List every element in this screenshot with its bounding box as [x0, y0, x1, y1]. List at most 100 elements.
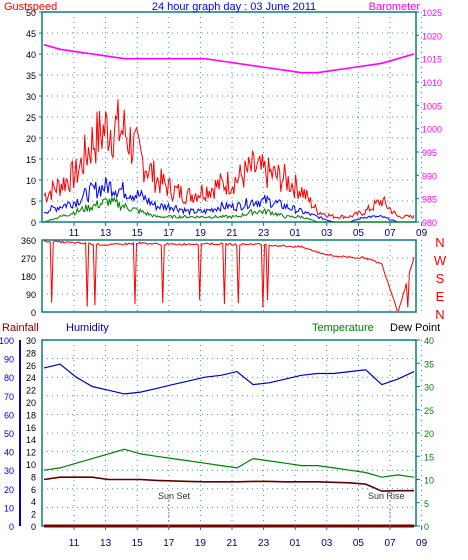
x-tick-label: 03: [321, 538, 333, 549]
rain-tick-label: 20: [26, 398, 36, 408]
compass-letter: W: [434, 253, 447, 268]
rainfall-title: Rainfall: [2, 322, 39, 334]
x-tick-label: 07: [384, 228, 396, 239]
temperature-line: [43, 448, 415, 478]
x-tick-label: 01: [290, 228, 302, 239]
humidity-tick-label: 40: [4, 448, 14, 458]
wind-dir-tick-label: 180: [21, 272, 36, 282]
sunset-label: Sun Set: [158, 491, 191, 501]
x-tick-label: 15: [132, 538, 144, 549]
rain-tick-label: 24: [26, 373, 36, 383]
rain-tick-label: 4: [31, 497, 36, 507]
gust-tick-label: 50: [26, 8, 36, 18]
x-tick-label: 15: [132, 228, 144, 239]
humidity-tick-label: 70: [4, 392, 14, 402]
baro-tick-label: 1015: [422, 55, 442, 65]
temp-tick-label: 20: [424, 429, 434, 439]
rain-tick-label: 6: [31, 485, 36, 495]
x-tick-label: 19: [195, 228, 207, 239]
baro-tick-label: 1010: [422, 78, 442, 88]
wind-dir-tick-label: 0: [31, 308, 36, 318]
dewpoint-line: [43, 476, 414, 492]
rain-tick-label: 12: [26, 448, 36, 458]
humidity-tick-label: 50: [4, 429, 14, 439]
baro-tick-label: 1025: [422, 8, 442, 18]
gust-tick-label: 25: [26, 113, 36, 123]
baro-tick-label: 1005: [422, 101, 442, 111]
humidity-tick-label: 20: [4, 485, 14, 495]
gust-tick-label: 30: [26, 92, 36, 102]
gust-tick-label: 45: [26, 29, 36, 39]
wind-dir-tick-label: 270: [21, 254, 36, 264]
temp-tick-label: 30: [424, 383, 434, 393]
humidity-line: [43, 363, 415, 395]
humidity-tick-label: 30: [4, 466, 14, 476]
temp-tick-label: 35: [424, 359, 434, 369]
gust-line: [43, 99, 415, 220]
rain-tick-label: 0: [31, 522, 36, 532]
x-tick-label: 19: [195, 538, 207, 549]
x-tick-label: 07: [384, 538, 396, 549]
temp-tick-label: 5: [424, 499, 429, 509]
rain-tick-label: 22: [26, 386, 36, 396]
x-tick-label: 21: [226, 228, 238, 239]
compass-letter: N: [435, 235, 444, 250]
baro-tick-label: 985: [422, 195, 437, 205]
wind-dir-tick-label: 360: [21, 236, 36, 246]
dewpoint-title: Dew Point: [390, 322, 440, 334]
x-tick-label: 05: [353, 228, 365, 239]
baro-tick-label: 1020: [422, 31, 442, 41]
wind-dir-series: [43, 240, 415, 311]
temp-tick-label: 10: [424, 476, 434, 486]
humidity-tick-label: 60: [4, 410, 14, 420]
gust-tick-label: 40: [26, 50, 36, 60]
gust-tick-label: 0: [31, 218, 36, 228]
x-tick-label: 09: [416, 538, 428, 549]
sunrise-label: Sun Rise: [368, 491, 405, 501]
rain-tick-label: 16: [26, 423, 36, 433]
temp-tick-label: 0: [424, 522, 429, 532]
humidity-tick-label: 0: [9, 522, 14, 532]
wind-dir-grid: [42, 240, 423, 312]
humidity-tick-label: 90: [4, 355, 14, 365]
humidity-tick-label: 10: [4, 503, 14, 513]
wind-direction-line: [43, 240, 415, 311]
wind-dir-tick-label: 90: [26, 290, 36, 300]
baro-right-ticks: 1025 1020 1015 1010 1005 1000 995 990 985 980: [416, 8, 442, 228]
x-tick-label: 17: [163, 538, 175, 549]
x-tick-label: 01: [290, 538, 302, 549]
wind-dir-ticks: 360 270 180 90 0: [21, 236, 36, 318]
rain-tick-label: 2: [31, 510, 36, 520]
x-tick-label: 11: [69, 538, 80, 549]
gust-tick-label: 5: [31, 197, 36, 207]
rain-tick-label: 26: [26, 361, 36, 371]
gust-tick-label: 15: [26, 155, 36, 165]
x-tick-label: 09: [416, 228, 428, 239]
x-tick-label: 23: [258, 228, 270, 239]
temp-plot-frame: [41, 339, 417, 527]
compass-letter: S: [436, 271, 445, 286]
temp-tick-label: 40: [424, 336, 434, 346]
barometer-title: Barometer: [369, 1, 421, 13]
baro-tick-label: 980: [422, 218, 437, 228]
x-tick-label: 13: [100, 228, 112, 239]
gust-x-ticks: 11 13 15 17 19 21 23 01 03 05 07 09: [69, 222, 428, 239]
temperature-title: Temperature: [312, 322, 374, 334]
humidity-tick-label: 100: [0, 336, 14, 346]
x-tick-label: 05: [353, 538, 365, 549]
rain-tick-label: 28: [26, 348, 36, 358]
compass-letter: N: [435, 307, 444, 322]
gust-tick-label: 20: [26, 134, 36, 144]
temp-tick-label: 25: [424, 406, 434, 416]
humidity-tick-label: 80: [4, 373, 14, 383]
gust-tick-label: 35: [26, 71, 36, 81]
